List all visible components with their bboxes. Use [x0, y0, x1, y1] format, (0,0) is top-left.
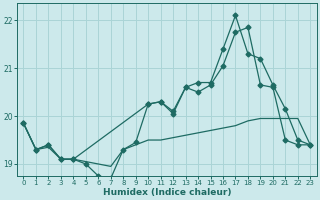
- X-axis label: Humidex (Indice chaleur): Humidex (Indice chaleur): [103, 188, 231, 197]
